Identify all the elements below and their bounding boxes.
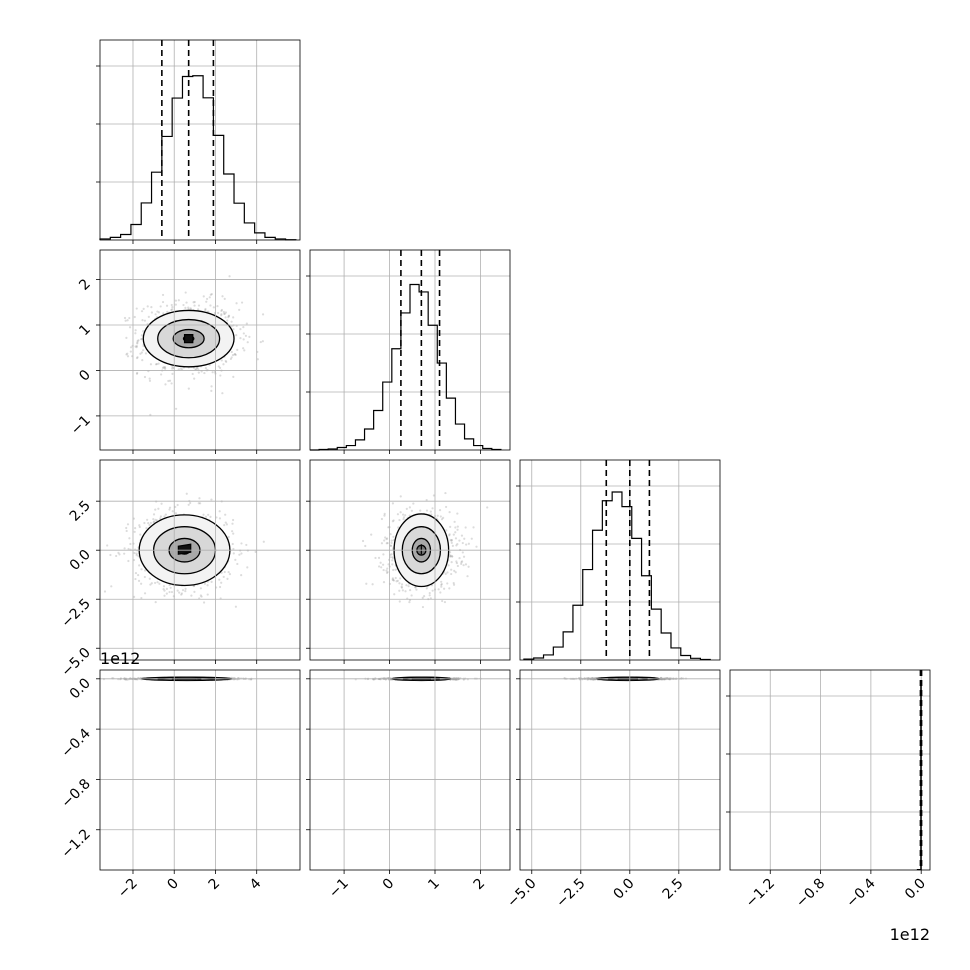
y-tick-label: 2 bbox=[76, 276, 94, 294]
hist-background-3 bbox=[520, 460, 720, 660]
y-tick-label: −2.5 bbox=[58, 596, 93, 631]
x-tick-label: 0 bbox=[380, 876, 398, 894]
hist-background-1 bbox=[100, 40, 300, 240]
x-tick-label: 0 bbox=[164, 876, 182, 894]
x-tick-label: 1 bbox=[425, 876, 443, 894]
x-tick-label: −1.2 bbox=[743, 876, 778, 911]
x-tick-label: −0.8 bbox=[793, 876, 828, 911]
x-tick-label: 4 bbox=[247, 875, 265, 893]
x-tick-label: −2 bbox=[115, 876, 141, 902]
panel-background bbox=[310, 670, 510, 870]
panel-frame bbox=[309, 669, 511, 871]
y-tick-label: −0.8 bbox=[58, 776, 93, 811]
x-tick-label: 2 bbox=[206, 876, 224, 894]
x-tick-label: 2 bbox=[471, 876, 489, 894]
density-peak bbox=[183, 334, 194, 344]
histogram-2 bbox=[310, 283, 502, 451]
y-tick-label: −1 bbox=[68, 412, 94, 438]
panel-background bbox=[100, 670, 300, 870]
x-tick-label: 0.0 bbox=[902, 876, 929, 903]
y-tick-label: 0.0 bbox=[67, 675, 94, 702]
contour-line bbox=[172, 328, 205, 349]
x-tick-label: −0.4 bbox=[843, 875, 878, 910]
density-peak bbox=[177, 543, 192, 555]
histogram-1 bbox=[99, 75, 297, 241]
y-tick-label: −5.0 bbox=[58, 645, 93, 680]
hist-frame-1 bbox=[99, 39, 301, 241]
hist-background-2 bbox=[310, 250, 510, 450]
panel-frame bbox=[99, 669, 301, 871]
x-tick-label: −2.5 bbox=[553, 876, 588, 911]
y-tick-label: 0 bbox=[76, 367, 94, 385]
panel-2-1 bbox=[123, 275, 265, 416]
y-tick-label: −0.4 bbox=[58, 726, 93, 761]
histogram-3 bbox=[523, 491, 711, 661]
hist-frame-2 bbox=[309, 249, 511, 451]
panel-background bbox=[520, 670, 720, 870]
hist-background-4 bbox=[730, 670, 930, 870]
x-offset-label: 1e12 bbox=[890, 925, 930, 944]
x-tick-label: 2.5 bbox=[660, 876, 687, 903]
contour-line bbox=[142, 309, 235, 368]
contour-line bbox=[157, 318, 221, 359]
hist-frame-3 bbox=[519, 459, 721, 661]
panel-frame bbox=[519, 669, 721, 871]
panel-frame bbox=[309, 459, 511, 661]
x-tick-label: 0.0 bbox=[611, 876, 638, 903]
y-tick-label: 2.5 bbox=[67, 498, 94, 525]
y-tick-label: 1 bbox=[76, 322, 94, 340]
x-tick-label: −5.0 bbox=[504, 876, 539, 911]
hist-frame-4 bbox=[729, 669, 931, 871]
y-tick-label: 0.0 bbox=[67, 547, 94, 574]
y-offset-label: 1e12 bbox=[100, 649, 140, 668]
x-tick-label: −1 bbox=[326, 876, 352, 902]
panel-frame bbox=[99, 249, 301, 451]
panel-frame bbox=[99, 459, 301, 661]
y-tick-label: −1.2 bbox=[58, 826, 93, 861]
